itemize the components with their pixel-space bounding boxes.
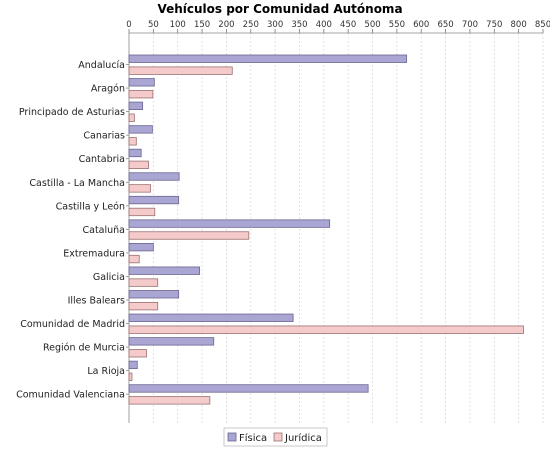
bar-fisica	[128, 242, 154, 252]
legend-label: Física	[239, 432, 267, 444]
bar-juridica	[128, 184, 151, 193]
category-label: Aragón	[91, 84, 125, 95]
category-label: Galicia	[93, 272, 125, 283]
x-tick-label: 800	[511, 20, 527, 30]
bar-juridica	[128, 160, 149, 170]
bar-fisica	[128, 78, 155, 87]
category-labels: Andalucía Aragón Principado de Asturias Can…	[16, 60, 129, 401]
grid	[152, 33, 544, 423]
x-tick-label: 300	[267, 20, 283, 30]
category-label: Comunidad de Madrid	[20, 319, 125, 330]
bar-juridica	[128, 278, 159, 287]
x-tick-label: 450	[340, 20, 356, 30]
bar-fisica	[128, 172, 180, 181]
legend-swatch	[227, 432, 237, 442]
x-tick-label: 400	[316, 20, 332, 30]
category-label: Canarias	[83, 131, 125, 142]
bar-juridica	[128, 113, 135, 122]
x-tick-label: 200	[218, 20, 234, 30]
bar-fisica	[128, 360, 138, 370]
x-tick-label: 850	[535, 20, 550, 30]
category-label: Cataluña	[82, 225, 125, 236]
bar-juridica	[128, 137, 137, 146]
category-label: Castilla - La Mancha	[29, 178, 125, 189]
bar-fisica	[128, 54, 408, 63]
category-label: Comunidad Valenciana	[16, 390, 125, 401]
category-label: La Rioja	[87, 366, 125, 377]
bar-fisica	[128, 337, 215, 346]
category-label: Andalucía	[78, 60, 125, 71]
bar-fisica	[128, 148, 142, 158]
bar-fisica	[128, 266, 201, 275]
legend-swatch	[273, 432, 283, 442]
bar-juridica	[128, 396, 211, 405]
legend-label: Jurídica	[284, 432, 322, 444]
x-tick-label: 650	[437, 20, 453, 30]
legend: Física Jurídica	[223, 427, 328, 447]
x-tick-label: 50	[148, 20, 159, 30]
bar-fisica	[128, 195, 180, 205]
bar-fisica	[128, 313, 294, 322]
category-label: Región de Murcia	[43, 343, 125, 354]
category-label: Cantabria	[79, 154, 125, 165]
category-label: Principado de Asturias	[19, 107, 125, 118]
bar-juridica	[128, 66, 233, 75]
chart-title: Vehículos por Comunidad Autónoma	[157, 2, 402, 16]
bar-fisica	[128, 290, 180, 299]
x-tick-label: 500	[364, 20, 380, 30]
bar-juridica	[128, 90, 154, 99]
bar-juridica	[128, 325, 524, 334]
bar-juridica	[128, 231, 250, 240]
x-tick-label: 700	[462, 20, 478, 30]
bar-fisica	[128, 219, 331, 228]
bar-juridica	[128, 207, 156, 217]
x-tick-label: 150	[194, 20, 210, 30]
x-tick-label: 250	[243, 20, 259, 30]
bar-juridica	[128, 372, 133, 381]
bar-juridica	[128, 254, 140, 264]
x-tick-label: 100	[170, 20, 186, 30]
bar-fisica	[128, 101, 144, 110]
bar-fisica	[128, 384, 369, 393]
bar-fisica	[128, 125, 153, 134]
x-tick-label: 750	[486, 20, 502, 30]
x-tick-label: 600	[413, 20, 429, 30]
category-label: Extremadura	[63, 248, 125, 259]
bars	[128, 54, 524, 405]
x-tick-label: 350	[291, 20, 307, 30]
x-tick-label: 0	[126, 20, 131, 30]
bar-juridica	[128, 349, 147, 358]
bar-juridica	[128, 301, 159, 311]
category-label: Castilla y León	[56, 201, 125, 212]
category-label: Illes Balears	[68, 296, 125, 307]
x-tick-label: 550	[389, 20, 405, 30]
